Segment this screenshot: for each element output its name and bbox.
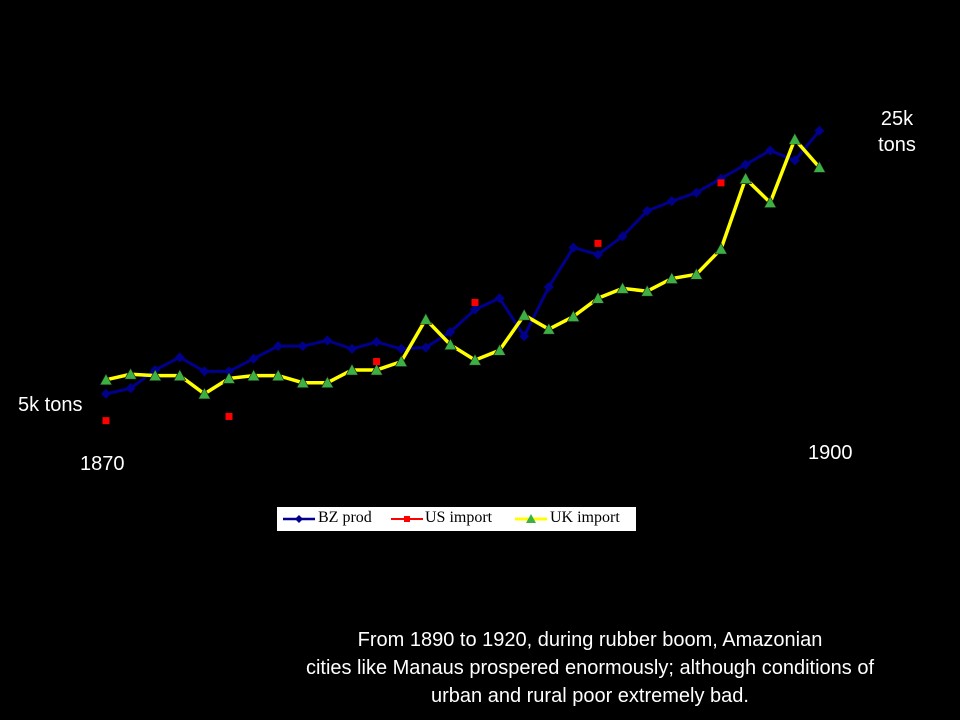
chart-legend: BZ prod US import UK import — [276, 506, 637, 532]
bz-prod-point — [789, 155, 800, 166]
caption-line-1: From 1890 to 1920, during rubber boom, A… — [357, 629, 823, 651]
start-year-annotation: 1870 — [80, 453, 125, 475]
us-import-point — [102, 417, 110, 425]
bz-prod-point — [273, 341, 284, 352]
bz-prod-point — [593, 249, 603, 260]
uk-import-point — [714, 242, 728, 255]
bz-prod-point — [568, 242, 579, 253]
uk-import-point — [739, 172, 753, 184]
bz-prod-point — [691, 187, 702, 198]
uk-import-point — [812, 160, 826, 173]
bz-prod-point — [224, 366, 234, 377]
bz-prod-point — [322, 335, 333, 346]
uk-import-point — [468, 353, 482, 366]
bz-prod-point — [125, 383, 136, 394]
bz-prod-point — [642, 206, 653, 217]
legend-swatch-bz-prod — [283, 515, 315, 523]
uk-import-point — [394, 354, 408, 367]
series-line-uk-import — [105, 135, 821, 397]
legend-swatch-uk-import — [515, 514, 547, 523]
bz-prod-point — [174, 352, 185, 363]
bz-prod-point — [765, 145, 776, 156]
legend-label-bz-prod: BZ prod — [318, 509, 372, 526]
bz-prod-point — [396, 343, 407, 354]
uk-import-point — [763, 195, 777, 208]
uk-import-point — [640, 284, 654, 297]
bz-prod-point — [248, 353, 259, 364]
bz-prod-point — [617, 231, 628, 242]
caption-line-3: urban and rural poor extremely bad. — [431, 685, 749, 707]
bz-prod-point — [445, 327, 456, 338]
uk-import-point — [271, 368, 285, 381]
bz-prod-point — [420, 342, 431, 353]
end-year-annotation: 1900 — [808, 442, 853, 464]
bz-prod-point — [740, 159, 751, 170]
legend-marker-bz-prod — [295, 515, 303, 523]
bz-prod-point — [470, 304, 480, 315]
bz-prod-point — [347, 343, 357, 354]
legend-label-uk-import: UK import — [550, 509, 620, 526]
bz-prod-point — [519, 331, 530, 342]
uk-import-point — [616, 281, 630, 294]
caption-line-2: cities like Manaus prospered enormously;… — [305, 657, 875, 679]
uk-import-point — [99, 373, 113, 386]
max-value-annotation-line2: tons — [878, 134, 916, 156]
uk-import-point — [173, 368, 187, 381]
uk-import-point — [370, 363, 384, 376]
legend-marker-uk-import — [526, 514, 536, 523]
uk-import-point — [222, 371, 236, 384]
bz-prod-point — [666, 196, 677, 207]
max-value-annotation-line1: 25k — [880, 108, 914, 130]
bz-prod-point — [297, 341, 308, 352]
uk-import-point — [197, 387, 211, 400]
uk-import-point — [591, 291, 605, 304]
legend-label-us-import: US import — [425, 509, 493, 526]
uk-import-point — [443, 338, 457, 350]
us-import-point — [594, 239, 602, 247]
bz-prod-point — [814, 125, 825, 136]
uk-import-point — [542, 322, 556, 335]
bz-prod-point — [543, 281, 554, 292]
min-value-annotation: 5k tons — [18, 394, 83, 416]
us-import-point — [373, 358, 381, 366]
legend-swatch-us-import — [391, 516, 423, 522]
uk-import-point — [296, 376, 310, 388]
uk-import-point — [345, 363, 359, 376]
uk-import-point — [665, 271, 679, 284]
uk-import-point — [493, 343, 507, 356]
uk-import-point — [148, 368, 162, 381]
bz-prod-point — [199, 366, 210, 377]
legend-swatches — [283, 514, 547, 523]
legend-marker-us-import — [404, 516, 410, 522]
uk-import-point — [788, 132, 802, 145]
uk-import-point — [517, 308, 531, 321]
uk-import-point — [320, 376, 334, 388]
bz-prod-point — [494, 293, 505, 304]
uk-import-point — [689, 267, 703, 280]
plot-area — [99, 125, 826, 425]
max-value-annotation: 25k tons — [872, 106, 922, 158]
bz-prod-point — [371, 336, 382, 347]
us-import-point — [225, 412, 233, 420]
uk-import-point — [247, 368, 261, 381]
us-import-point — [471, 298, 479, 306]
uk-import-point — [124, 367, 138, 380]
uk-import-point — [566, 309, 580, 322]
slide-caption: From 1890 to 1920, during rubber boom, A… — [200, 626, 960, 710]
us-import-point — [717, 179, 725, 187]
bz-prod-point — [101, 388, 111, 399]
uk-import-point — [419, 312, 433, 325]
